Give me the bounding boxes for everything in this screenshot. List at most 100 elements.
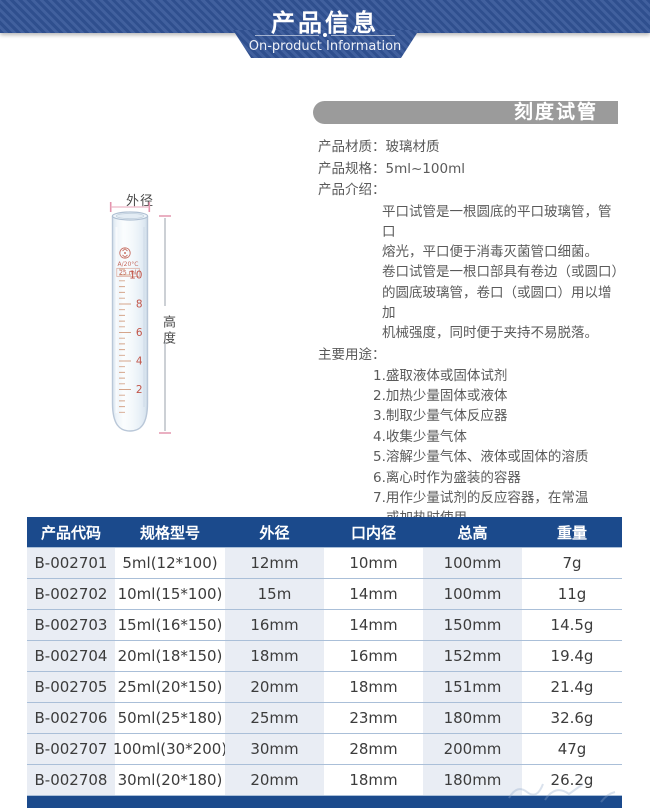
table-cell: 10mm bbox=[349, 554, 398, 572]
page-title: 产品信息 bbox=[271, 9, 379, 37]
table-header-cell: 重量 bbox=[556, 523, 587, 542]
table-row: B-002701 5ml(12*100) 12mm 10mm 100mm 7g bbox=[27, 547, 622, 578]
table-cell: B-002703 bbox=[27, 610, 115, 640]
table-cell: B-002708 bbox=[27, 765, 115, 795]
uses-label: 主要用途： bbox=[318, 346, 386, 363]
table-row: B-002706 50ml(25*180) 25mm 23mm 180mm 32… bbox=[27, 702, 622, 733]
table-cell: 32.6g bbox=[550, 709, 594, 727]
table-cell: 100mm bbox=[423, 548, 522, 578]
table-cell: 200mm bbox=[423, 734, 522, 764]
table-cell: 20ml(18*150) bbox=[117, 647, 223, 665]
product-description: 产品材质：玻璃材质 产品规格：5ml~100ml 产品介绍： 平口试管是一根圆底… bbox=[318, 137, 625, 529]
table-cell: B-002704 bbox=[27, 641, 115, 671]
watermark bbox=[508, 783, 616, 803]
table-cell: 16mm bbox=[349, 647, 398, 665]
table-cell: 150mm bbox=[423, 610, 522, 640]
table-cell: 19.4g bbox=[550, 647, 594, 665]
table-cell: 20mm bbox=[225, 765, 324, 795]
tube-volume-text: 25 ml bbox=[119, 270, 137, 277]
table-cell: 11g bbox=[557, 585, 587, 603]
table-cell: 25ml(20*150) bbox=[117, 678, 223, 696]
list-item: 7.用作少量试剂的反应容器，在常温 bbox=[373, 490, 589, 507]
intro-line: 卷口试管是一根口部具有卷边（或圆口） bbox=[382, 264, 625, 281]
list-item: 3.制取少量气体反应器 bbox=[373, 408, 508, 425]
section-banner-title: 刻度试管 bbox=[513, 101, 598, 123]
tube-temp-text: A/20°C bbox=[118, 261, 139, 268]
intro-line: 平口试管是一根圆底的平口玻璃管，管口 bbox=[382, 203, 612, 240]
table-cell: 14mm bbox=[349, 616, 398, 634]
table-cell: 47g bbox=[557, 740, 587, 758]
table-cell: 151mm bbox=[423, 672, 522, 702]
uses-list: 1.盛取液体或固体试剂 2.加热少量固体或液体 3.制取少量气体反应器 4.收集… bbox=[318, 366, 624, 529]
page-subtitle: On-product Information bbox=[248, 39, 402, 54]
divider-line bbox=[331, 34, 395, 36]
table-cell: 18mm bbox=[225, 641, 324, 671]
table-row: B-002705 25ml(20*150) 20mm 18mm 151mm 21… bbox=[27, 671, 622, 702]
table-cell: 15m bbox=[225, 579, 324, 609]
table-cell: 20mm bbox=[225, 672, 324, 702]
table-row: B-002704 20ml(18*150) 18mm 16mm 152mm 19… bbox=[27, 640, 622, 671]
table-cell: 180mm bbox=[423, 765, 522, 795]
table-cell: 18mm bbox=[349, 678, 398, 696]
height-label: 高度 bbox=[160, 315, 175, 347]
table-cell: B-002701 bbox=[27, 548, 115, 578]
table-cell: 180mm bbox=[423, 703, 522, 733]
table-cell: 28mm bbox=[349, 740, 398, 758]
scale-number: 8 bbox=[136, 299, 143, 311]
table-header-cell: 总高 bbox=[457, 523, 488, 542]
table-cell: 23mm bbox=[349, 709, 398, 727]
table-header-cell: 口内径 bbox=[350, 523, 396, 542]
header-divider bbox=[255, 33, 395, 37]
table-cell: 21.4g bbox=[550, 678, 594, 696]
table-header-cell: 产品代码 bbox=[40, 523, 101, 542]
intro-line: 的圆底玻璃管，卷口（或圆口）用以增加 bbox=[382, 284, 612, 321]
test-tube-diagram: A/20°C 25 ml 10 8 6 4 2 bbox=[109, 202, 171, 434]
table-cell: 5ml(12*100) bbox=[122, 554, 218, 572]
table-cell: B-002705 bbox=[27, 672, 115, 702]
tube-volume-box bbox=[116, 267, 140, 277]
table-cell: B-002706 bbox=[27, 703, 115, 733]
table-cell: 15ml(16*150) bbox=[117, 616, 223, 634]
table-cell: 100mm bbox=[423, 579, 522, 609]
list-item: 4.收集少量气体 bbox=[373, 428, 467, 445]
table-cell: 30ml(20*180) bbox=[117, 771, 223, 789]
field-value: 5ml~100ml bbox=[385, 160, 465, 177]
table-cell: 18mm bbox=[349, 771, 398, 789]
table-header-cell: 外径 bbox=[259, 523, 290, 542]
outer-diameter-dimension bbox=[109, 202, 151, 212]
divider-line bbox=[255, 34, 319, 36]
field-value: 玻璃材质 bbox=[385, 139, 440, 155]
divider-dot-icon bbox=[323, 33, 327, 37]
field-material: 产品材质：玻璃材质 bbox=[318, 137, 624, 159]
table-cell: 16mm bbox=[225, 610, 324, 640]
table-header-cell: 规格型号 bbox=[139, 523, 200, 542]
table-row: B-002703 15ml(16*150) 16mm 14mm 150mm 14… bbox=[27, 609, 622, 640]
intro-line: 机械强度，同时便于夹持不易脱落。 bbox=[382, 325, 598, 342]
intro-paragraph: 平口试管是一根圆底的平口玻璃管，管口 熔光，平口便于消毒灭菌管口细菌。 卷口试管… bbox=[318, 202, 625, 344]
spec-table: 产品代码 规格型号 外径 口内径 总高 重量 B-002701 5ml(12*1… bbox=[27, 517, 622, 808]
table-cell: 30mm bbox=[225, 734, 324, 764]
table-cell: 12mm bbox=[225, 548, 324, 578]
table-cell: B-002707 bbox=[27, 734, 115, 764]
scale-number: 6 bbox=[136, 327, 143, 339]
table-cell: 7g bbox=[562, 554, 582, 572]
tube-logo-icon bbox=[119, 247, 131, 259]
table-cell: 14mm bbox=[349, 585, 398, 603]
table-row: B-002708 30ml(20*180) 20mm 18mm 180mm 26… bbox=[27, 764, 622, 795]
table-cell: 100ml(30*200) bbox=[112, 740, 228, 758]
table-bottom-bar bbox=[27, 795, 622, 808]
scale-number: 2 bbox=[136, 384, 143, 396]
table-header-row: 产品代码 规格型号 外径 口内径 总高 重量 bbox=[27, 517, 622, 547]
table-row: B-002707 100ml(30*200) 30mm 28mm 200mm 4… bbox=[27, 733, 622, 764]
intro-line: 熔光，平口便于消毒灭菌管口细菌。 bbox=[382, 244, 598, 261]
table-cell: 152mm bbox=[423, 641, 522, 671]
table-cell: 50ml(25*180) bbox=[117, 709, 223, 727]
tube-body bbox=[111, 211, 149, 432]
list-item: 2.加热少量固体或液体 bbox=[373, 387, 508, 404]
table-cell: 14.5g bbox=[550, 616, 594, 634]
table-row: B-002702 10ml(15*100) 15m 14mm 100mm 11g bbox=[27, 578, 622, 609]
table-cell: 26.2g bbox=[550, 771, 594, 789]
height-dimension bbox=[159, 215, 171, 434]
scale-number: 4 bbox=[136, 356, 143, 368]
